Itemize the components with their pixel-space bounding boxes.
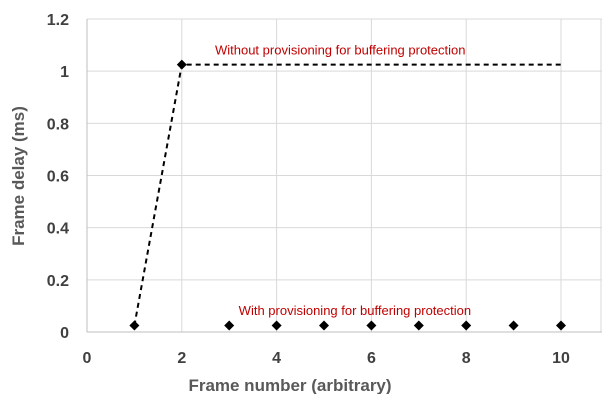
y-tick-label: 0.6: [47, 169, 69, 186]
x-tick-label: 8: [462, 350, 471, 367]
tick-label-layer: 0 0.2 0.4 0.6 0.8 1 1.2 0 2 4 6 8 10: [47, 12, 570, 367]
x-tick-label: 4: [272, 350, 281, 367]
y-axis-title: Frame delay (ms): [9, 106, 28, 246]
data-point-series-1: [176, 59, 187, 70]
y-tick-label: 1.2: [47, 12, 69, 29]
marker-layer: [129, 59, 566, 331]
series-line-1: [133, 63, 561, 326]
x-tick-label: 2: [177, 350, 186, 367]
y-tick-label: 0.8: [47, 116, 69, 133]
data-point-series-1: [129, 320, 140, 331]
x-tick-label: 6: [367, 350, 376, 367]
data-point-series-2: [271, 320, 282, 331]
y-tick-label: 1: [60, 64, 69, 81]
data-point-series-2: [413, 320, 424, 331]
y-tick-label: 0.4: [47, 221, 69, 238]
data-point-series-2: [319, 320, 329, 331]
y-tick-label: 0.2: [47, 273, 69, 290]
x-tick-label: 0: [83, 350, 92, 367]
y-tick-label: 0: [60, 325, 69, 342]
x-tick-label: 10: [552, 350, 570, 367]
data-point-series-2: [461, 320, 472, 331]
axis-layer: [86, 19, 602, 333]
x-axis-title: Frame number (arbitrary): [188, 376, 391, 394]
annotation-layer: Without provisioning for buffering prote…: [215, 42, 471, 318]
data-point-series-2: [366, 320, 377, 331]
annotation-label-2: With provisioning for buffering protecti…: [239, 303, 471, 318]
data-point-series-2: [224, 320, 235, 331]
grid-layer: [87, 18, 602, 332]
series-line-layer: [133, 63, 561, 326]
data-point-series-2: [508, 320, 519, 331]
annotation-label-1: Without provisioning for buffering prote…: [215, 42, 466, 57]
data-point-series-2: [556, 320, 566, 331]
